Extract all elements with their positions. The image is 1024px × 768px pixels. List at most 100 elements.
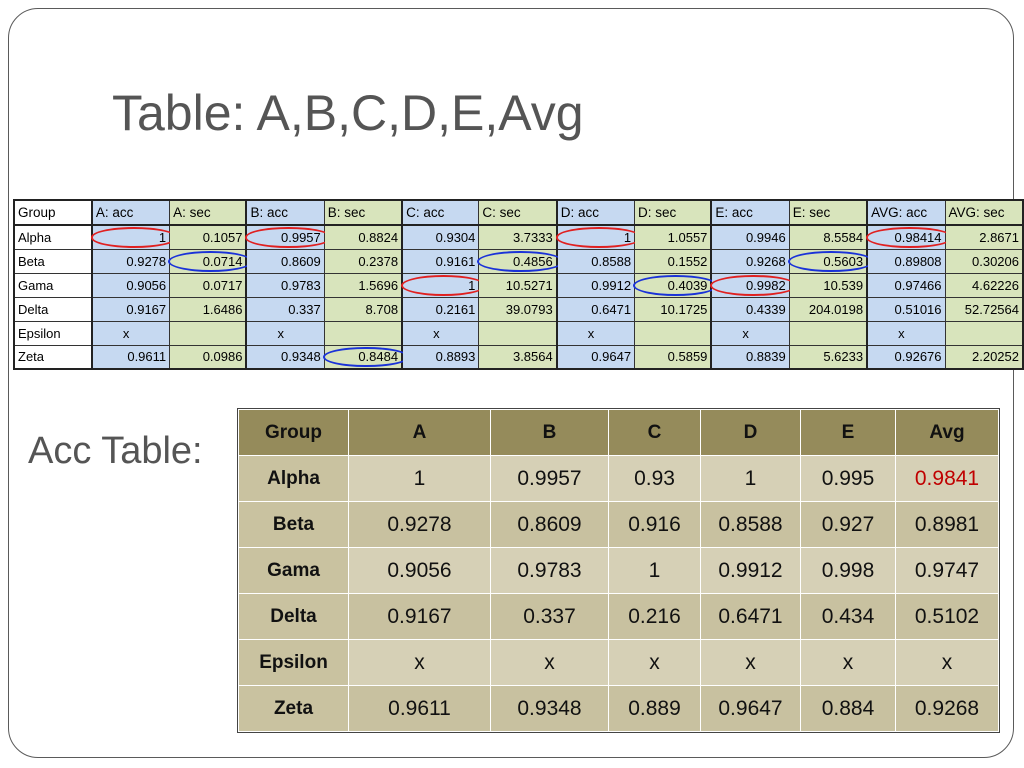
sheet-cell-value: 5.6233 <box>823 349 864 365</box>
acc-cell: x <box>895 639 999 686</box>
acc-cell: 0.337 <box>490 593 609 640</box>
acc-column-header: A <box>348 409 491 456</box>
acc-cell: 0.8981 <box>895 501 999 548</box>
acc-cell: x <box>608 639 701 686</box>
sheet-cell-value: 0.4856 <box>512 253 553 269</box>
sheet-cell: 0.0986 <box>169 344 248 370</box>
sheet-cell: x <box>401 320 480 346</box>
sheet-row: Gama 0.9056 0.0717 0.9783 1.5696 1 10.5271 0.99… <box>13 272 1024 298</box>
sheet-cell-value: x <box>122 325 130 341</box>
sheet-cell: 0.89808 <box>866 248 946 274</box>
sheet-cell-value: 1 <box>468 277 476 293</box>
sheet-cell: 0.9957 <box>245 224 332 250</box>
sheet-cell: 0.8893 <box>401 344 480 370</box>
acc-cell: 1 <box>700 455 801 502</box>
sheet-cell-value: 0.9167 <box>126 301 167 317</box>
sheet-cell: 1.5696 <box>323 272 404 298</box>
acc-cell: 0.8609 <box>490 501 609 548</box>
sheet-cell <box>323 320 404 346</box>
sheet-cell-value: 4.62226 <box>972 277 1019 293</box>
acc-cell: 0.434 <box>800 593 896 640</box>
acc-row: Epsilon x x x x x x <box>238 639 999 686</box>
sheet-group-cell: Delta <box>13 296 93 322</box>
sheet-cell: 0.4856 <box>477 248 564 274</box>
acc-cell: 0.916 <box>608 501 701 548</box>
sheet-cell-value: x <box>587 325 595 341</box>
sheet-cell-value: 2.8671 <box>979 229 1019 245</box>
acc-cell: 0.9348 <box>490 685 609 732</box>
sheet-cell: 0.0717 <box>169 272 248 298</box>
sheet-cell-value: 1 <box>158 229 167 245</box>
acc-group-cell: Beta <box>238 501 349 548</box>
sheet-column-header: A: sec <box>169 199 248 226</box>
sheet-cell: 4.62226 <box>944 272 1024 298</box>
sheet-cell-value: 0.9783 <box>281 277 321 293</box>
sheet-cell-value: 3.7333 <box>512 229 553 245</box>
sheet-cell-value: 1.6486 <box>202 301 243 317</box>
sheet-cell: 0.9161 <box>401 248 480 274</box>
sheet-cell-value: 0.8484 <box>358 349 399 365</box>
sheet-cell-value: 0.0986 <box>202 349 243 365</box>
sheet-cell: 0.9982 <box>710 272 797 298</box>
sheet-cell-value: 0.6471 <box>591 301 632 317</box>
acc-table-label: Acc Table: <box>28 430 203 472</box>
sheet-cell <box>169 320 248 346</box>
sheet-cell-value: 0.9056 <box>126 277 167 293</box>
slide-frame <box>8 8 1014 758</box>
sheet-cell-value: 39.0793 <box>505 301 553 317</box>
acc-header-row: Group A B C D E Avg <box>238 409 999 456</box>
sheet-cell-value: 8.5584 <box>823 229 864 245</box>
acc-cell: 1 <box>608 547 701 594</box>
acc-cell: 0.9783 <box>490 547 609 594</box>
sheet-cell: 39.0793 <box>478 296 558 322</box>
sheet-column-header: C: acc <box>401 199 480 226</box>
sheet-cell: 5.6233 <box>788 344 869 370</box>
sheet-cell: 2.8671 <box>944 224 1024 250</box>
acc-group-cell: Zeta <box>238 685 349 732</box>
acc-cell: 0.216 <box>608 593 701 640</box>
sheet-cell-value: 0.9304 <box>435 229 476 245</box>
acc-group-cell: Alpha <box>238 455 349 502</box>
sheet-cell-value: 0.51016 <box>894 301 942 317</box>
sheet-group-cell: Zeta <box>13 344 93 370</box>
sheet-cell-value: 0.9982 <box>745 277 786 293</box>
sheet-cell: 0.9056 <box>91 272 171 298</box>
sheet-cell: 0.8484 <box>322 344 410 370</box>
acc-column-header: Group <box>238 409 349 456</box>
sheet-cell <box>788 320 869 346</box>
sheet-cell: 0.2378 <box>323 248 404 274</box>
sheet-column-header: Group <box>13 199 93 226</box>
sheet-cell: x <box>91 320 171 346</box>
sheet-cell-value: 0.9348 <box>281 349 321 365</box>
sheet-cell-value: 0.1552 <box>667 253 708 269</box>
acc-cell: 0.889 <box>608 685 701 732</box>
sheet-cell: 1.6486 <box>169 296 248 322</box>
sheet-cell: 3.7333 <box>478 224 558 250</box>
sheet-group-cell: Alpha <box>13 224 93 250</box>
sheet-cell-value: 0.0717 <box>202 277 243 293</box>
sheet-cell: 0.8609 <box>245 248 325 274</box>
acc-cell: x <box>348 639 491 686</box>
sheet-cell: 0.97466 <box>866 272 946 298</box>
sheet-cell: 10.1725 <box>634 296 713 322</box>
sheet-cell-value: 0.30206 <box>972 253 1019 269</box>
sheet-cell: 0.8824 <box>323 224 404 250</box>
sheet-cell-value: 0.337 <box>288 301 321 317</box>
sheet-cell-value: 1.5696 <box>358 277 399 293</box>
acc-cell: x <box>800 639 896 686</box>
sheet-cell: 0.1057 <box>169 224 248 250</box>
sheet-cell-value: 1.0557 <box>667 229 708 245</box>
sheet-cell-value: 8.708 <box>365 301 399 317</box>
sheet-cell: 10.539 <box>788 272 869 298</box>
sheet-cell-value: x <box>742 325 749 341</box>
sheet-cell-value: 3.8564 <box>512 349 553 365</box>
sheet-cell-value: 0.89808 <box>894 253 942 269</box>
acc-row: Zeta 0.9611 0.9348 0.889 0.9647 0.884 0.9268 <box>238 685 999 732</box>
sheet-cell: 1 <box>555 224 643 250</box>
sheet-cell: 0.9278 <box>91 248 171 274</box>
acc-cell: 0.927 <box>800 501 896 548</box>
acc-cell: 1 <box>348 455 491 502</box>
acc-cell: 0.8588 <box>700 501 801 548</box>
sheet-cell: 0.5603 <box>787 248 875 274</box>
acc-cell: 0.9957 <box>490 455 609 502</box>
